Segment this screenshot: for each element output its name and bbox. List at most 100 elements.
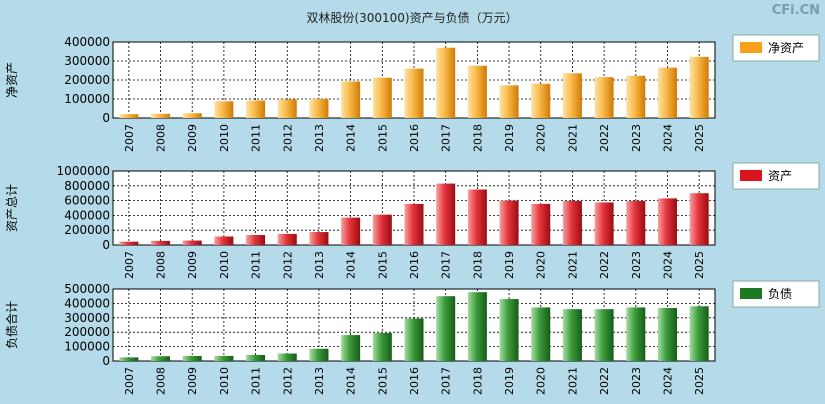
equity-legend-swatch [740, 42, 762, 53]
equity-bar-2018 [467, 65, 487, 118]
assets-x-tick-label: 2022 [598, 251, 611, 279]
liabilities-bar-2009 [182, 355, 202, 361]
liabilities-x-tick-label: 2012 [281, 367, 294, 395]
assets-x-tick-label: 2015 [376, 251, 389, 279]
equity-bar-2008 [151, 113, 171, 118]
assets-x-ticks: 2007 2008 2009 2010 2011 2012 2013 2014 2015 2016… [123, 251, 706, 279]
assets-x-tick-label: 2025 [693, 251, 706, 279]
liabilities-x-tick-label: 2023 [630, 367, 643, 395]
equity-bar-2020 [531, 83, 551, 118]
chart-title: 双林股份(300100)资产与负债（万元） [306, 11, 517, 25]
liabilities-bar-2025 [689, 306, 709, 361]
liabilities-bar-2016 [404, 318, 424, 361]
liabilities-legend-label: 负债 [768, 287, 792, 301]
assets-x-tick-label: 2014 [345, 251, 358, 279]
equity-x-tick-label: 2017 [440, 124, 453, 152]
liabilities-y-tick-label: 400000 [64, 296, 110, 310]
assets-bar-2016 [404, 203, 424, 245]
assets-x-tick-label: 2007 [123, 251, 136, 279]
liabilities-bar-2007 [119, 357, 139, 361]
assets-x-tick-label: 2024 [661, 251, 674, 279]
equity-bars [119, 47, 709, 119]
equity-bar-2024 [657, 67, 677, 118]
liabilities-bar-2019 [499, 299, 519, 361]
equity-bar-2019 [499, 85, 519, 118]
assets-bar-2012 [277, 233, 297, 245]
assets-x-tick-label: 2023 [630, 251, 643, 279]
equity-x-tick-label: 2022 [598, 124, 611, 152]
equity-y-ticks: 0 100000 200000 300000 400000 [64, 35, 110, 125]
equity-y-tick-label: 300000 [64, 54, 110, 68]
liabilities-x-tick-label: 2014 [345, 367, 358, 395]
assets-bar-2011 [246, 235, 266, 245]
assets-legend: 资产 [732, 162, 820, 190]
liabilities-bar-2022 [594, 309, 614, 361]
equity-ylabel: 净资产 [5, 62, 19, 98]
assets-bar-2014 [341, 217, 361, 245]
assets-bar-2008 [151, 240, 171, 245]
equity-x-tick-label: 2007 [123, 124, 136, 152]
assets-x-tick-label: 2019 [503, 251, 516, 279]
assets-y-tick-label: 800000 [64, 179, 110, 193]
equity-x-tick-label: 2008 [155, 124, 168, 152]
assets-bars [119, 183, 709, 245]
equity-y-tick-label: 200000 [64, 73, 110, 87]
assets-bar-2019 [499, 200, 519, 245]
equity-bar-2015 [372, 77, 392, 118]
equity-x-ticks: 2007 2008 2009 2010 2011 2012 2013 2014 2015 2016… [123, 124, 706, 152]
assets-bar-2025 [689, 193, 709, 245]
liabilities-x-tick-label: 2015 [376, 367, 389, 395]
equity-bar-2012 [277, 99, 297, 118]
assets-bar-2024 [657, 198, 677, 245]
assets-bar-2010 [214, 236, 234, 245]
assets-bar-2015 [372, 214, 392, 245]
assets-bar-2021 [562, 200, 582, 245]
equity-y-tick-label: 400000 [64, 35, 110, 49]
liabilities-bar-2021 [562, 309, 582, 361]
equity-y-tick-label: 0 [102, 111, 110, 125]
assets-bar-2017 [436, 183, 456, 245]
liabilities-x-tick-label: 2022 [598, 367, 611, 395]
liabilities-x-tick-label: 2019 [503, 367, 516, 395]
assets-bar-2013 [309, 232, 329, 245]
equity-bar-2022 [594, 77, 614, 118]
liabilities-x-tick-label: 2024 [661, 367, 674, 395]
liabilities-bar-2015 [372, 332, 392, 361]
assets-x-tick-label: 2016 [408, 251, 421, 279]
equity-legend: 净资产 [732, 34, 820, 62]
assets-legend-swatch [740, 170, 762, 181]
equity-bar-2025 [689, 56, 709, 118]
assets-y-tick-label: 0 [102, 238, 110, 252]
liabilities-legend-swatch [740, 288, 762, 299]
liabilities-bar-2012 [277, 353, 297, 361]
liabilities-x-ticks: 2007 2008 2009 2010 2011 2012 2013 2014 2015 2016… [123, 367, 706, 395]
equity-legend-label: 净资产 [768, 41, 804, 55]
assets-bar-2023 [626, 200, 646, 245]
liabilities-legend: 负债 [732, 280, 820, 308]
equity-x-tick-label: 2024 [661, 124, 674, 152]
equity-bar-2023 [626, 75, 646, 118]
assets-x-tick-label: 2011 [250, 251, 263, 279]
liabilities-bar-2013 [309, 348, 329, 361]
equity-x-tick-label: 2018 [471, 124, 484, 152]
assets-x-tick-label: 2020 [535, 251, 548, 279]
liabilities-bar-2017 [436, 296, 456, 361]
equity-bar-2021 [562, 73, 582, 118]
equity-x-tick-label: 2023 [630, 124, 643, 152]
liabilities-y-tick-label: 100000 [64, 340, 110, 354]
equity-x-tick-label: 2009 [186, 124, 199, 152]
equity-x-tick-label: 2020 [535, 124, 548, 152]
equity-bar-2017 [436, 47, 456, 119]
liabilities-bars [119, 292, 709, 361]
liabilities-x-tick-label: 2025 [693, 367, 706, 395]
liabilities-x-tick-label: 2021 [566, 367, 579, 395]
assets-x-tick-label: 2008 [155, 251, 168, 279]
assets-y-tick-label: 400000 [64, 208, 110, 222]
liabilities-y-tick-label: 200000 [64, 325, 110, 339]
liabilities-x-tick-label: 2020 [535, 367, 548, 395]
